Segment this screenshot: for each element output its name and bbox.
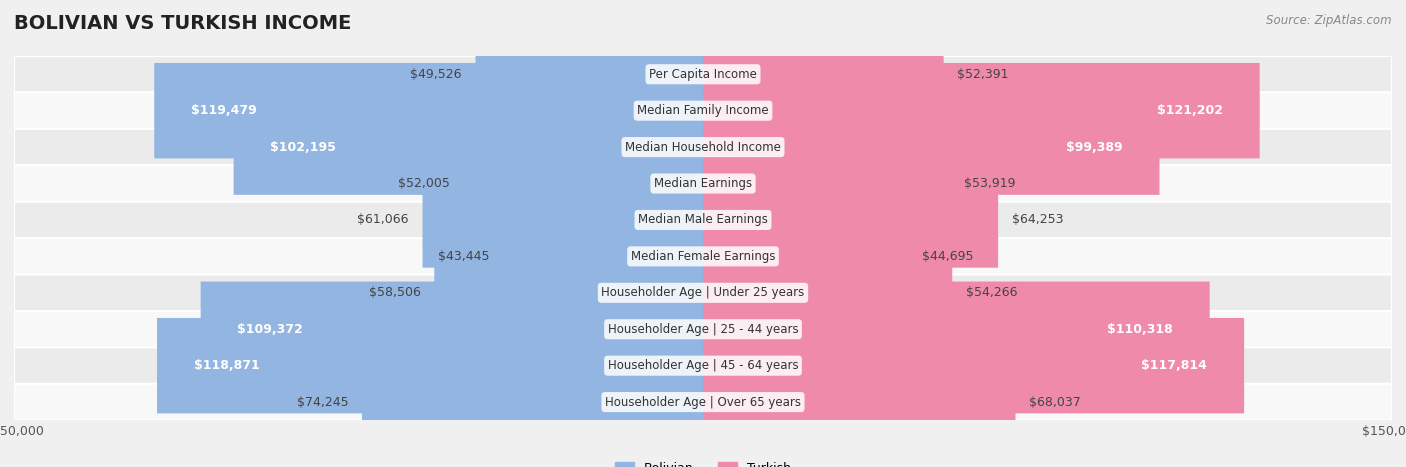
Text: $117,814: $117,814 [1142,359,1208,372]
Text: $43,445: $43,445 [439,250,489,263]
Text: Median Household Income: Median Household Income [626,141,780,154]
Text: $110,318: $110,318 [1107,323,1173,336]
Text: $119,479: $119,479 [191,104,257,117]
FancyBboxPatch shape [157,318,703,413]
FancyBboxPatch shape [703,209,908,304]
FancyBboxPatch shape [14,202,1392,238]
FancyBboxPatch shape [14,165,1392,202]
Text: $74,245: $74,245 [297,396,349,409]
FancyBboxPatch shape [703,318,1244,413]
Text: $53,919: $53,919 [965,177,1017,190]
FancyBboxPatch shape [703,282,1209,377]
Text: $54,266: $54,266 [966,286,1018,299]
Text: Per Capita Income: Per Capita Income [650,68,756,81]
FancyBboxPatch shape [475,27,703,122]
Text: Householder Age | Over 65 years: Householder Age | Over 65 years [605,396,801,409]
FancyBboxPatch shape [233,99,703,195]
FancyBboxPatch shape [14,384,1392,420]
FancyBboxPatch shape [434,245,703,340]
Text: Median Earnings: Median Earnings [654,177,752,190]
FancyBboxPatch shape [464,136,703,231]
FancyBboxPatch shape [703,136,950,231]
Legend: Bolivian, Turkish: Bolivian, Turkish [610,457,796,467]
Text: $52,005: $52,005 [398,177,450,190]
Text: $64,253: $64,253 [1012,213,1063,226]
Text: $109,372: $109,372 [238,323,304,336]
Text: $61,066: $61,066 [357,213,409,226]
Text: $118,871: $118,871 [194,359,260,372]
FancyBboxPatch shape [14,347,1392,384]
Text: Median Male Earnings: Median Male Earnings [638,213,768,226]
FancyBboxPatch shape [703,99,1160,195]
Text: Householder Age | 45 - 64 years: Householder Age | 45 - 64 years [607,359,799,372]
Text: Householder Age | Under 25 years: Householder Age | Under 25 years [602,286,804,299]
Text: $121,202: $121,202 [1157,104,1223,117]
FancyBboxPatch shape [14,238,1392,275]
FancyBboxPatch shape [14,311,1392,347]
FancyBboxPatch shape [14,56,1392,92]
Text: BOLIVIAN VS TURKISH INCOME: BOLIVIAN VS TURKISH INCOME [14,14,352,33]
FancyBboxPatch shape [503,209,703,304]
Text: Householder Age | 25 - 44 years: Householder Age | 25 - 44 years [607,323,799,336]
FancyBboxPatch shape [703,63,1260,158]
Text: Source: ZipAtlas.com: Source: ZipAtlas.com [1267,14,1392,27]
FancyBboxPatch shape [155,63,703,158]
FancyBboxPatch shape [703,172,998,268]
Text: Median Family Income: Median Family Income [637,104,769,117]
FancyBboxPatch shape [703,354,1015,450]
Text: $49,526: $49,526 [411,68,461,81]
FancyBboxPatch shape [201,282,703,377]
Text: $52,391: $52,391 [957,68,1010,81]
Text: Median Female Earnings: Median Female Earnings [631,250,775,263]
FancyBboxPatch shape [423,172,703,268]
Text: $44,695: $44,695 [922,250,973,263]
Text: $58,506: $58,506 [368,286,420,299]
FancyBboxPatch shape [14,275,1392,311]
FancyBboxPatch shape [14,129,1392,165]
Text: $99,389: $99,389 [1066,141,1123,154]
FancyBboxPatch shape [703,27,943,122]
Text: $102,195: $102,195 [270,141,336,154]
FancyBboxPatch shape [703,245,952,340]
FancyBboxPatch shape [14,92,1392,129]
FancyBboxPatch shape [361,354,703,450]
Text: $68,037: $68,037 [1029,396,1081,409]
